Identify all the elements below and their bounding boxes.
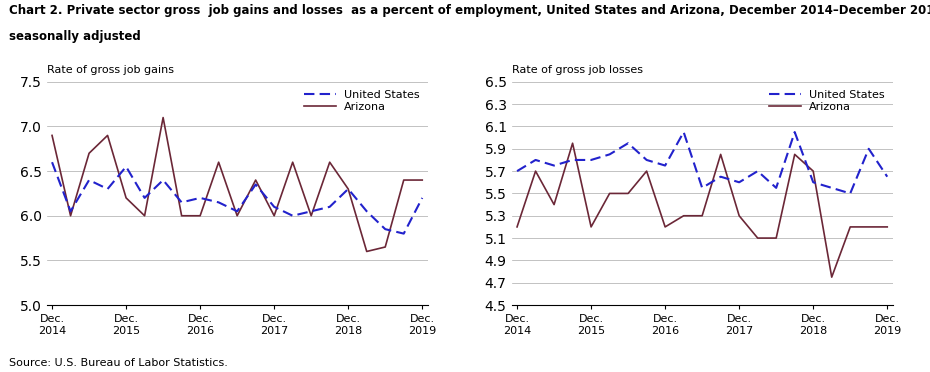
Legend: United States, Arizona: United States, Arizona (767, 87, 887, 114)
Text: Rate of gross job losses: Rate of gross job losses (512, 65, 643, 75)
Text: Chart 2. Private sector gross  job gains and losses  as a percent of employment,: Chart 2. Private sector gross job gains … (9, 4, 930, 17)
Legend: United States, Arizona: United States, Arizona (302, 87, 422, 114)
Text: Source: U.S. Bureau of Labor Statistics.: Source: U.S. Bureau of Labor Statistics. (9, 358, 228, 368)
Text: seasonally adjusted: seasonally adjusted (9, 30, 141, 43)
Text: Rate of gross job gains: Rate of gross job gains (46, 65, 174, 75)
